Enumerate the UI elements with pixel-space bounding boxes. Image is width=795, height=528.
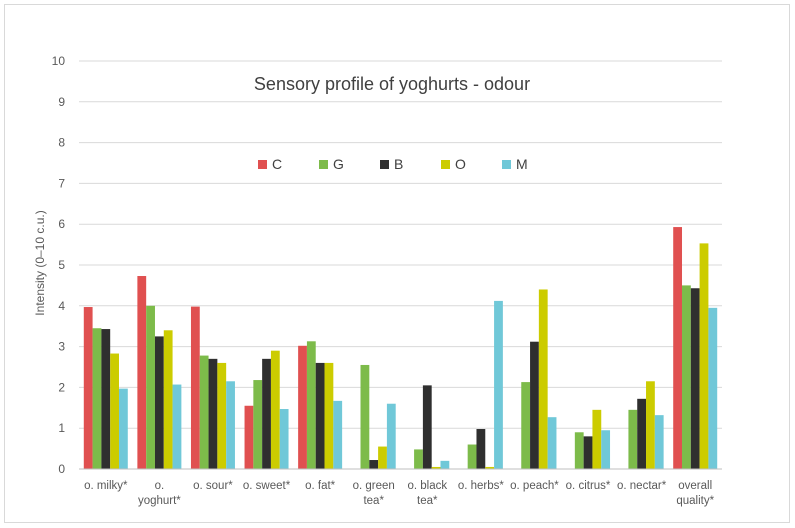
bar-g <box>199 355 209 469</box>
y-tick-label: 4 <box>58 299 65 313</box>
bar-b <box>101 329 111 469</box>
bar-c <box>673 227 683 469</box>
gridlines <box>79 60 722 429</box>
bar-o <box>217 362 227 469</box>
bar-b <box>262 358 271 469</box>
bar-g <box>414 449 423 469</box>
bar-b <box>422 385 432 469</box>
bar-o <box>592 409 602 469</box>
bar-m <box>494 300 503 469</box>
bar-m <box>172 384 182 469</box>
x-tick-label: o. nectar* <box>617 480 667 492</box>
bar-g <box>628 409 638 469</box>
bar-g <box>467 444 477 469</box>
bar-b <box>583 436 593 469</box>
bar-o <box>110 353 119 469</box>
bar-o <box>646 381 655 469</box>
y-tick-label: 9 <box>58 95 65 109</box>
bar-m <box>440 460 450 469</box>
legend-swatch-b <box>380 160 389 169</box>
bar-b <box>315 362 325 469</box>
bar-o <box>538 289 548 469</box>
legend-label-c: C <box>272 156 282 172</box>
y-axis-title: Intensity (0–10 c.u.) <box>33 210 47 315</box>
bar-b <box>476 429 486 469</box>
bar-b <box>369 460 379 469</box>
chart-title: Sensory profile of yoghurts - odour <box>254 74 530 94</box>
y-tick-label: 2 <box>58 380 65 394</box>
bar-c <box>298 345 307 469</box>
legend-label-m: M <box>516 156 528 172</box>
bar-o <box>485 466 495 469</box>
bar-o <box>163 330 173 469</box>
x-tick-label: overall quality* <box>676 480 714 507</box>
bar-c <box>244 405 254 469</box>
x-tick-label: o. herbs* <box>458 480 505 492</box>
bar-c <box>137 276 147 469</box>
bar-g <box>574 432 584 469</box>
legend-label-o: O <box>455 156 466 172</box>
bar-g <box>682 285 691 469</box>
bar-m <box>333 400 343 469</box>
x-tick-label: o. yoghurt* <box>138 480 181 507</box>
bar-g <box>360 364 370 469</box>
y-tick-label: 0 <box>58 462 65 476</box>
x-tick-label: o. peach* <box>510 480 559 492</box>
bar-o <box>378 446 387 469</box>
legend-swatch-m <box>502 160 511 169</box>
x-tick-label: o. black tea* <box>407 480 447 507</box>
legend-swatch-g <box>319 160 328 169</box>
bar-m <box>547 417 557 469</box>
bar-c <box>83 307 93 469</box>
bar-b <box>690 288 700 469</box>
x-tick-label: o. citrus* <box>566 480 611 492</box>
y-tick-label: 5 <box>58 258 65 272</box>
bar-m <box>386 403 396 469</box>
x-tick-label: o. milky* <box>84 480 128 492</box>
y-tick-label: 10 <box>52 54 66 68</box>
bar-m <box>226 381 235 469</box>
bars <box>83 227 718 469</box>
bar-o <box>324 362 334 469</box>
bar-m <box>279 409 289 469</box>
bar-m <box>654 415 664 469</box>
bar-g <box>146 305 155 469</box>
bar-b <box>208 358 218 469</box>
legend-label-g: G <box>333 156 344 172</box>
bar-m <box>708 307 718 469</box>
y-tick-label: 7 <box>58 176 65 190</box>
bar-c <box>190 306 200 469</box>
bar-o <box>431 466 441 469</box>
bar-o <box>270 350 280 469</box>
bar-g <box>521 382 531 469</box>
bar-b <box>637 398 647 469</box>
axes: 0 1 2 3 4 5 6 7 8 9 10 o. milky* o. yoghurt* o. sour* o… <box>52 54 722 507</box>
y-tick-label: 8 <box>58 136 65 150</box>
bar-b <box>154 336 164 469</box>
bar-m <box>118 388 128 469</box>
legend-swatch-o <box>441 160 450 169</box>
x-tick-label: o. sweet* <box>243 480 291 492</box>
x-tick-label: o. green tea* <box>353 480 395 507</box>
bar-m <box>601 430 611 469</box>
x-tick-label: o. sour* <box>193 480 233 492</box>
bar-g <box>92 328 102 469</box>
y-tick-label: 3 <box>58 340 65 354</box>
bar-g <box>306 341 316 469</box>
y-tick-label: 1 <box>58 421 65 435</box>
x-tick-label: o. fat* <box>305 480 336 492</box>
bar-g <box>253 380 263 469</box>
legend-label-b: B <box>394 156 403 172</box>
y-tick-label: 6 <box>58 217 65 231</box>
legend-swatch-c <box>258 160 267 169</box>
bar-o <box>699 243 709 469</box>
bar-b <box>530 341 539 469</box>
